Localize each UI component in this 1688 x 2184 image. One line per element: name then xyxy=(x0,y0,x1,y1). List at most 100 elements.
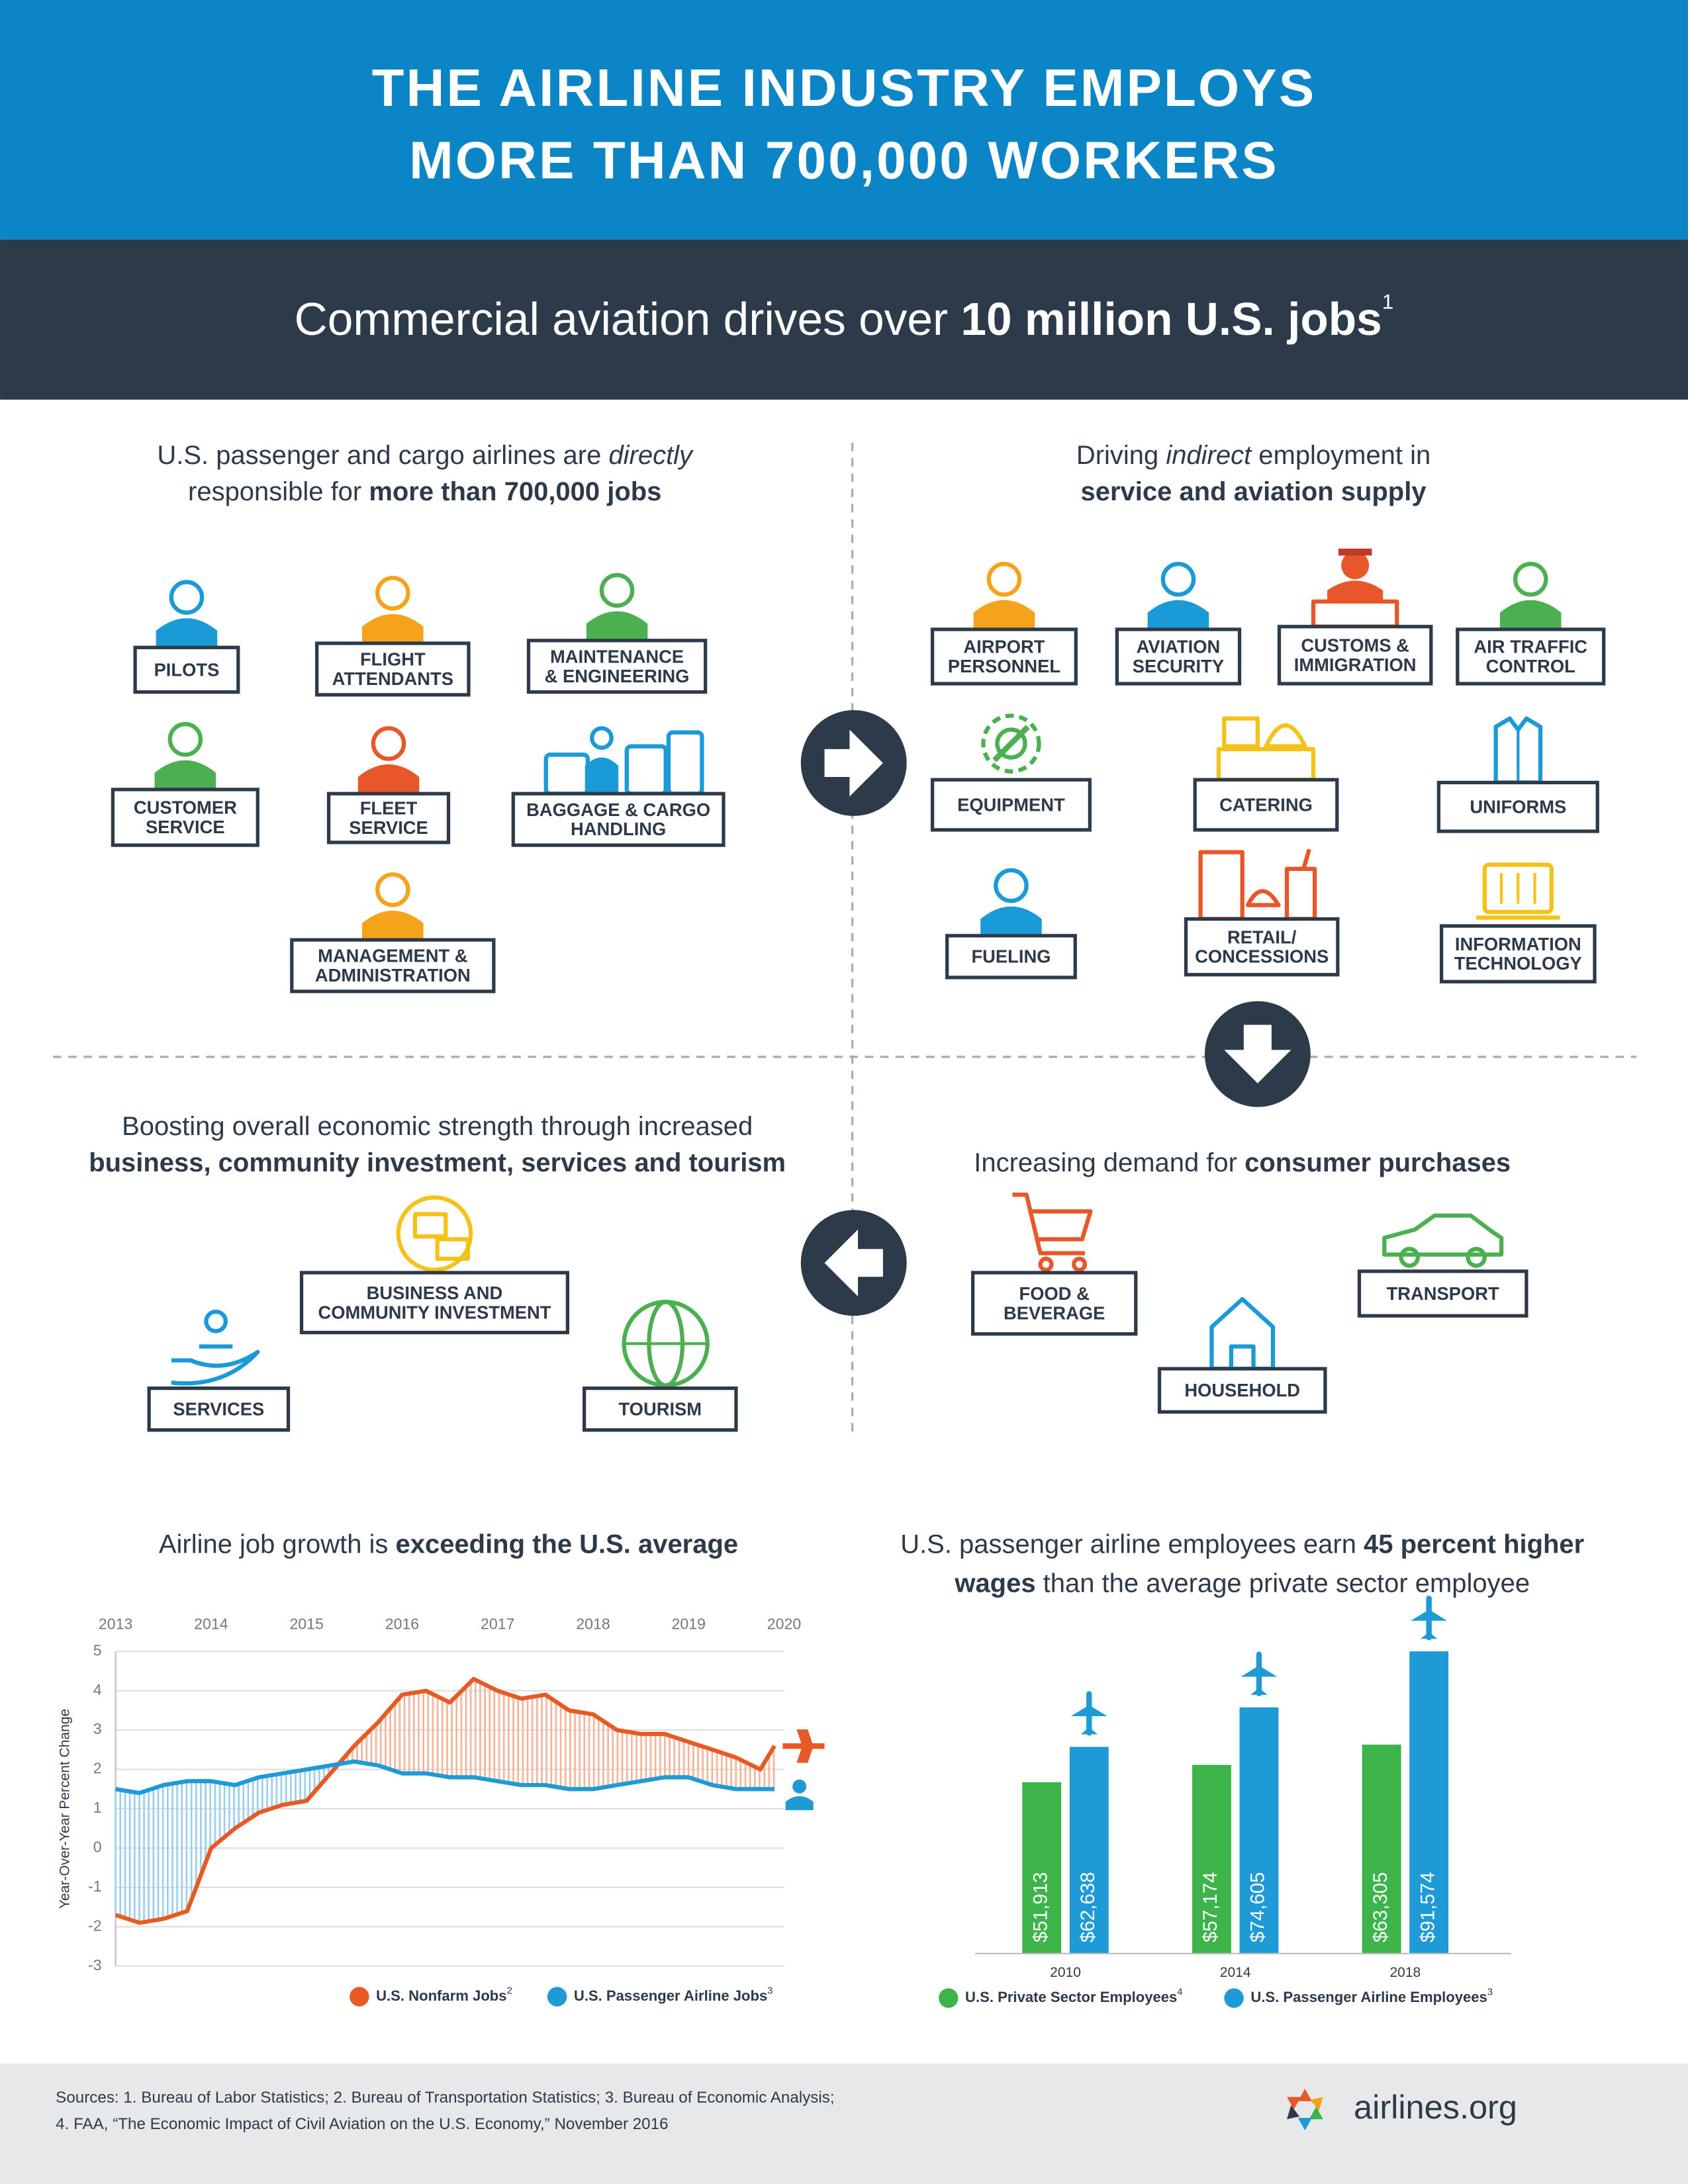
icon-body xyxy=(1327,580,1383,602)
arrow-right xyxy=(800,709,907,816)
text-segment: directly xyxy=(608,441,694,470)
icon xyxy=(1216,716,1316,782)
intro-text: Driving indirect employment in xyxy=(1076,441,1430,470)
legend-swatch xyxy=(547,1987,567,2007)
job-label: SERVICE xyxy=(349,817,428,838)
icon-part xyxy=(396,1195,473,1272)
footer-band xyxy=(0,2064,1688,2184)
icon-body xyxy=(362,910,424,940)
job-label: FLIGHT xyxy=(360,649,426,670)
icon-part xyxy=(590,726,614,750)
job-label: BUSINESS AND xyxy=(367,1283,503,1303)
icon-part xyxy=(1245,889,1281,907)
intro-text: business, community investment, services… xyxy=(89,1148,786,1177)
job-label: BEVERAGE xyxy=(1004,1302,1105,1323)
plane-icon xyxy=(1241,1651,1278,1696)
icon-head xyxy=(371,726,406,761)
logo-text: airlines.org xyxy=(1354,2088,1517,2126)
text-segment: wages xyxy=(954,1569,1035,1598)
logo-mark xyxy=(1287,2088,1323,2130)
job-label: EQUIPMENT xyxy=(957,794,1065,815)
x-tick-label: 2010 xyxy=(1050,1965,1081,1980)
person-icon xyxy=(785,1779,814,1811)
legend-swatch xyxy=(1224,1988,1244,2008)
plane-icon xyxy=(1070,1691,1107,1736)
icon xyxy=(1476,862,1560,920)
job-box xyxy=(1115,627,1242,686)
bar xyxy=(1362,1745,1401,1954)
job-label: IMMIGRATION xyxy=(1294,655,1417,675)
job-box xyxy=(511,792,726,847)
x-tick-label: 2015 xyxy=(289,1615,323,1632)
value-label: $91,574 xyxy=(1417,1872,1438,1942)
legend-note: 4 xyxy=(1177,1987,1182,1998)
job-box xyxy=(945,934,1077,979)
icon-head xyxy=(1341,551,1370,580)
icon-part xyxy=(1038,1256,1054,1272)
icon-part xyxy=(1216,747,1316,782)
series-line xyxy=(115,1676,776,1925)
y-tick-label: 3 xyxy=(93,1720,102,1737)
icon xyxy=(1147,561,1209,629)
job-label: AVIATION xyxy=(1137,637,1221,657)
icon-part xyxy=(171,1349,260,1386)
y-tick-label: -3 xyxy=(88,1956,102,1974)
text-segment: more than 700,000 jobs xyxy=(369,477,661,506)
legend-note: 3 xyxy=(1487,1987,1493,1998)
banner-note: 1 xyxy=(1382,290,1394,314)
legend-name: U.S. Private Sector Employees xyxy=(965,1989,1177,2005)
legend-name: U.S. Passenger Airline Jobs xyxy=(574,1987,767,2004)
job-label: HANDLING xyxy=(571,819,666,839)
icon xyxy=(362,575,424,644)
icon-part xyxy=(585,757,619,794)
icon-part xyxy=(204,1309,228,1334)
banner-text: Commercial aviation drives over 10 milli… xyxy=(295,290,1394,345)
job-label: PILOTS xyxy=(154,659,220,680)
job-label: MAINTENANCE xyxy=(550,646,684,666)
icon xyxy=(156,580,218,648)
job-label: BAGGAGE & CARGO xyxy=(526,799,710,820)
legend-note: 3 xyxy=(767,1985,773,1996)
x-tick-label: 2018 xyxy=(1389,1965,1421,1980)
text-segment: employment in xyxy=(1251,441,1430,470)
icon-body xyxy=(973,600,1035,629)
plane-part xyxy=(1070,1705,1107,1735)
icon xyxy=(1198,848,1317,921)
icon-part xyxy=(1382,1213,1504,1257)
text-segment: Airline job growth is xyxy=(159,1529,396,1559)
icon xyxy=(362,872,424,940)
legend-label: U.S. Nonfarm Jobs2 xyxy=(376,1985,512,2003)
chart-title: wages than the average private sector em… xyxy=(954,1569,1530,1598)
job-label: SERVICE xyxy=(146,817,225,837)
arrow-left xyxy=(800,1210,907,1316)
x-tick-label: 2018 xyxy=(576,1615,610,1632)
job-label: CUSTOMER xyxy=(134,797,237,818)
job-label: INFORMATION xyxy=(1455,934,1581,954)
icon xyxy=(981,713,1041,774)
icon-part xyxy=(1482,862,1554,915)
icon xyxy=(396,1195,473,1272)
x-tick-label: 2016 xyxy=(385,1615,419,1632)
value-label: $51,913 xyxy=(1030,1872,1052,1942)
icon-part xyxy=(1301,848,1311,870)
text-segment: consumer purchases xyxy=(1244,1148,1511,1177)
legend-name: U.S. Nonfarm Jobs xyxy=(376,1987,507,2004)
job-box xyxy=(970,1271,1138,1336)
value-label: $57,174 xyxy=(1199,1872,1221,1942)
icon xyxy=(357,726,420,794)
icon-head xyxy=(986,561,1022,597)
bar xyxy=(1192,1764,1231,1954)
icon-head xyxy=(599,572,635,608)
icon xyxy=(1499,561,1562,629)
legend-swatch xyxy=(350,1987,369,2007)
icon-part xyxy=(624,744,668,796)
x-tick-label: 2020 xyxy=(767,1615,801,1632)
icon-part xyxy=(981,713,1041,774)
icon-body xyxy=(980,906,1042,936)
icon-part xyxy=(1493,716,1543,785)
icon-part xyxy=(1284,866,1317,921)
job-box xyxy=(315,641,471,697)
job-label: FLEET xyxy=(360,798,418,819)
